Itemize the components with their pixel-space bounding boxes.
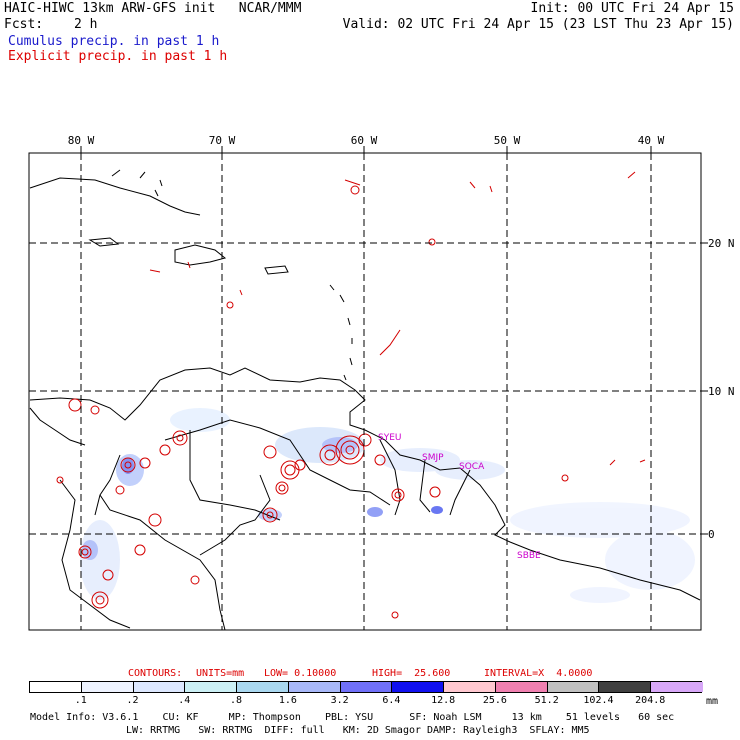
colorbar-segment	[133, 682, 186, 692]
lon-label-70w: 70 W	[209, 134, 236, 147]
lon-label-60w: 60 W	[351, 134, 378, 147]
contours-units: UNITS=mm	[196, 668, 245, 679]
station-syeu: SYEU	[378, 433, 401, 443]
coastlines	[29, 169, 701, 631]
contours-label: CONTOURS:	[128, 668, 183, 679]
init-time: Init: 00 UTC Fri 24 Apr 15	[530, 1, 735, 16]
colorbar-tick-label: 3.2	[330, 695, 349, 706]
colorbar-tick-label: 1.6	[278, 695, 297, 706]
explicit-legend-label: Explicit precip. in past 1 h	[8, 49, 228, 64]
colorbar-segment	[30, 682, 82, 692]
valid-time: Valid: 02 UTC Fri 24 Apr 15 (23 LST Thu …	[342, 17, 734, 32]
lat-label-0: 0	[708, 528, 715, 541]
colorbar-segment	[237, 682, 289, 692]
contours-interval: INTERVAL=X 4.0000	[484, 668, 593, 679]
lat-lon-grid	[29, 153, 701, 630]
colorbar-tick-label: .1	[74, 695, 87, 706]
colorbar-segment	[81, 682, 134, 692]
explicit-precip-contours	[56, 171, 646, 619]
lon-label-50w: 50 W	[494, 134, 521, 147]
forecast-label: Fcst:	[4, 17, 44, 32]
contours-high: HIGH= 25.600	[372, 668, 451, 679]
colorbar-tick-label: 25.6	[482, 695, 507, 706]
colorbar-tick-label: 51.2	[534, 695, 559, 706]
colorbar-segment	[547, 682, 600, 692]
lat-label-20n: 20 N	[708, 237, 735, 250]
forecast-value: 2 h	[74, 17, 98, 32]
precip-colorbar	[29, 681, 703, 693]
colorbar-segment	[392, 682, 445, 692]
station-smjp: SMJP	[422, 453, 444, 463]
lon-label-40w: 40 W	[638, 134, 665, 147]
colorbar-segment	[651, 682, 703, 692]
station-sbbe: SBBE	[517, 551, 541, 561]
lon-label-80w: 80 W	[68, 134, 95, 147]
colorbar-segment	[185, 682, 238, 692]
colorbar-tick-label: .8	[230, 695, 243, 706]
colorbar-segment	[340, 682, 393, 692]
colorbar-unit: mm	[706, 696, 719, 707]
colorbar-segment	[444, 682, 496, 692]
cumulus-legend-label: Cumulus precip. in past 1 h	[8, 34, 220, 49]
model-info-line1: Model Info: V3.6.1 CU: KF MP: Thompson P…	[30, 712, 675, 723]
colorbar-tick-label: 6.4	[382, 695, 401, 706]
colorbar-segment	[288, 682, 341, 692]
colorbar-tick-label: 102.4	[583, 695, 614, 706]
station-soca: SOCA	[459, 462, 485, 472]
colorbar-tick-label: 12.8	[431, 695, 456, 706]
colorbar-segment	[495, 682, 548, 692]
colorbar-tick-label: 204.8	[635, 695, 666, 706]
model-info-line2: LW: RRTMG SW: RRTMG DIFF: full KM: 2D Sm…	[126, 725, 590, 736]
colorbar-segment	[599, 682, 652, 692]
colorbar-tick-label: .4	[178, 695, 191, 706]
colorbar-tick-label: .2	[126, 695, 139, 706]
contours-low: LOW= 0.10000	[264, 668, 337, 679]
model-title: HAIC-HIWC 13km ARW-GFS init NCAR/MMM	[4, 1, 302, 16]
lat-label-10n: 10 N	[708, 385, 735, 398]
